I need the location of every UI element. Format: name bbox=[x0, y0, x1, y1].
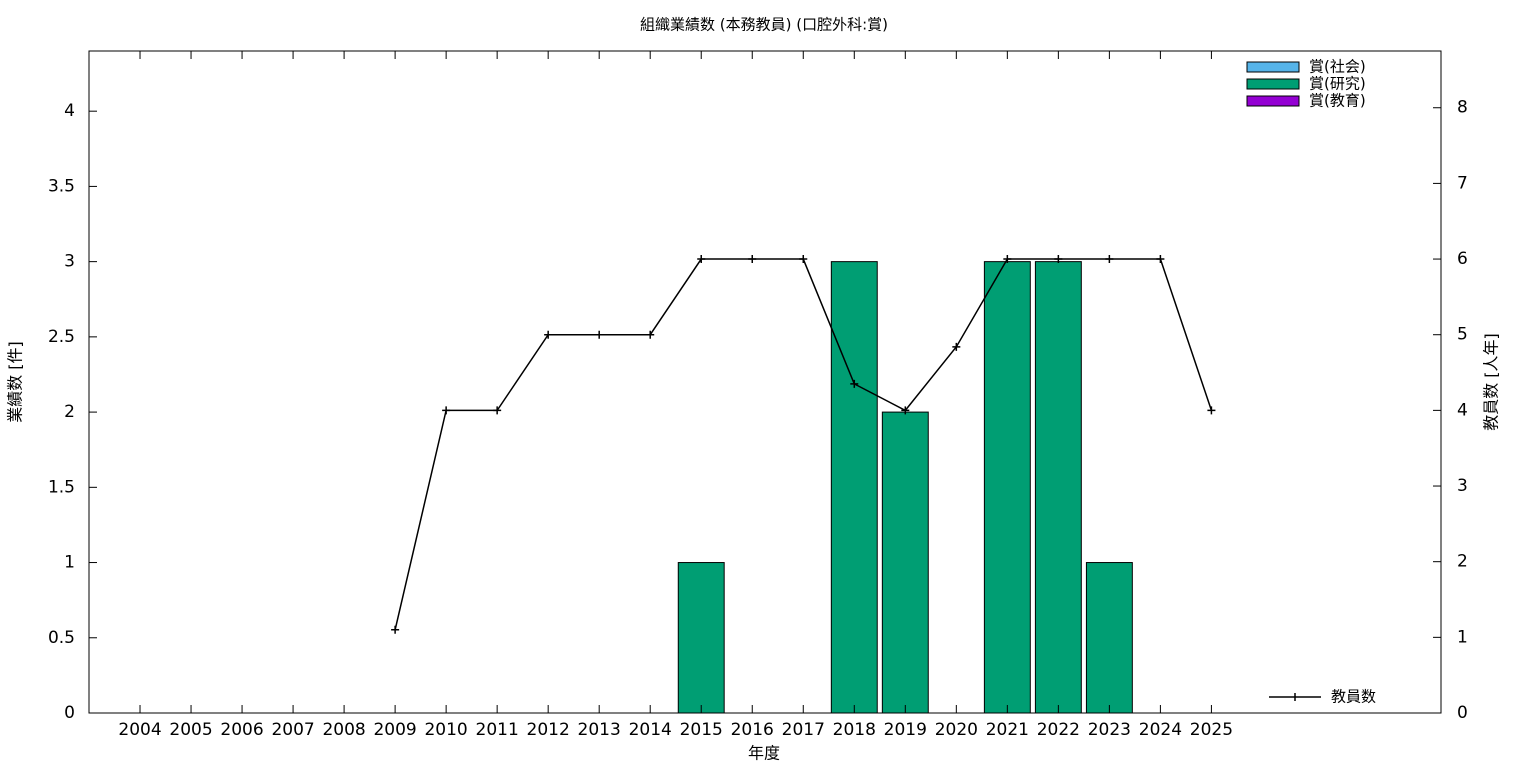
legend-swatch bbox=[1246, 61, 1300, 73]
x-tick-label: 2021 bbox=[986, 720, 1029, 740]
x-tick-label: 2016 bbox=[731, 720, 774, 740]
bar bbox=[1034, 261, 1082, 714]
x-tick-label: 2004 bbox=[118, 720, 161, 740]
x-tick-label: 2013 bbox=[578, 720, 621, 740]
point bbox=[1207, 406, 1216, 415]
x-tick-label: 2019 bbox=[884, 720, 927, 740]
point bbox=[595, 330, 604, 339]
bar bbox=[983, 261, 1031, 714]
point bbox=[850, 379, 859, 388]
point bbox=[493, 406, 502, 415]
x-tick-label: 2017 bbox=[782, 720, 825, 740]
legend-label: 賞(研究) bbox=[1309, 75, 1366, 93]
y-tick-label: 0 bbox=[64, 703, 75, 723]
y-axis-label: 業績数 [件] bbox=[6, 341, 25, 423]
x-tick-label: 2014 bbox=[629, 720, 672, 740]
y2-tick-label: 6 bbox=[1457, 249, 1468, 269]
y-tick-label: 0.5 bbox=[48, 628, 75, 648]
bar bbox=[830, 261, 878, 714]
y-tick-label: 2.5 bbox=[48, 327, 75, 347]
x-tick-label: 2008 bbox=[322, 720, 365, 740]
x-tick-label: 2023 bbox=[1088, 720, 1131, 740]
x-tick-label: 2024 bbox=[1139, 720, 1182, 740]
point bbox=[901, 406, 910, 415]
x-tick-label: 2020 bbox=[935, 720, 978, 740]
point bbox=[1105, 255, 1114, 264]
legend-swatch bbox=[1246, 78, 1300, 90]
x-tick-label: 2006 bbox=[220, 720, 263, 740]
x-tick-label: 2007 bbox=[271, 720, 314, 740]
x-tick-label: 2025 bbox=[1190, 720, 1233, 740]
x-axis-label: 年度 bbox=[748, 744, 780, 763]
y-tick-label: 3 bbox=[64, 252, 75, 272]
y-tick-label: 1.5 bbox=[48, 477, 75, 497]
y2-tick-label: 4 bbox=[1457, 400, 1468, 420]
bar bbox=[677, 562, 725, 714]
y2-tick-label: 0 bbox=[1457, 703, 1468, 723]
point bbox=[748, 255, 757, 264]
point bbox=[952, 342, 961, 351]
y-tick-label: 1 bbox=[64, 553, 75, 573]
chart-title: 組織業績数 (本務教員) (口腔外科:賞) bbox=[640, 16, 888, 34]
x-tick-label: 2018 bbox=[833, 720, 876, 740]
point bbox=[799, 255, 808, 264]
y2-tick-label: 3 bbox=[1457, 476, 1468, 496]
point bbox=[391, 625, 400, 634]
x-tick-label: 2015 bbox=[680, 720, 723, 740]
x-tick-label: 2005 bbox=[169, 720, 212, 740]
x-tick-label: 2011 bbox=[476, 720, 519, 740]
bar bbox=[1085, 562, 1133, 714]
point bbox=[646, 330, 655, 339]
y2-tick-label: 2 bbox=[1457, 552, 1468, 572]
y2-tick-label: 5 bbox=[1457, 325, 1468, 345]
point bbox=[1054, 255, 1063, 264]
y2-tick-label: 7 bbox=[1457, 173, 1468, 193]
point bbox=[442, 406, 451, 415]
legend-label: 賞(社会) bbox=[1309, 58, 1366, 76]
y2-tick-label: 8 bbox=[1457, 98, 1468, 118]
y2-tick-label: 1 bbox=[1457, 627, 1468, 647]
legend-swatch bbox=[1246, 95, 1300, 107]
y-tick-label: 2 bbox=[64, 402, 75, 422]
plot-frame bbox=[88, 50, 1442, 714]
point bbox=[697, 255, 706, 264]
point bbox=[544, 330, 553, 339]
bar bbox=[881, 411, 929, 714]
x-tick-label: 2009 bbox=[373, 720, 416, 740]
legend-label: 教員数 bbox=[1331, 688, 1376, 706]
point bbox=[1003, 255, 1012, 264]
x-tick-label: 2010 bbox=[424, 720, 467, 740]
legend-label: 賞(教育) bbox=[1309, 92, 1366, 110]
x-tick-label: 2022 bbox=[1037, 720, 1080, 740]
y2-axis-label: 教員数 [人年] bbox=[1482, 333, 1501, 431]
point bbox=[1156, 255, 1165, 264]
x-tick-label: 2012 bbox=[527, 720, 570, 740]
y-tick-label: 3.5 bbox=[48, 176, 75, 196]
legend-line bbox=[1269, 693, 1321, 701]
y-tick-label: 4 bbox=[64, 101, 75, 121]
